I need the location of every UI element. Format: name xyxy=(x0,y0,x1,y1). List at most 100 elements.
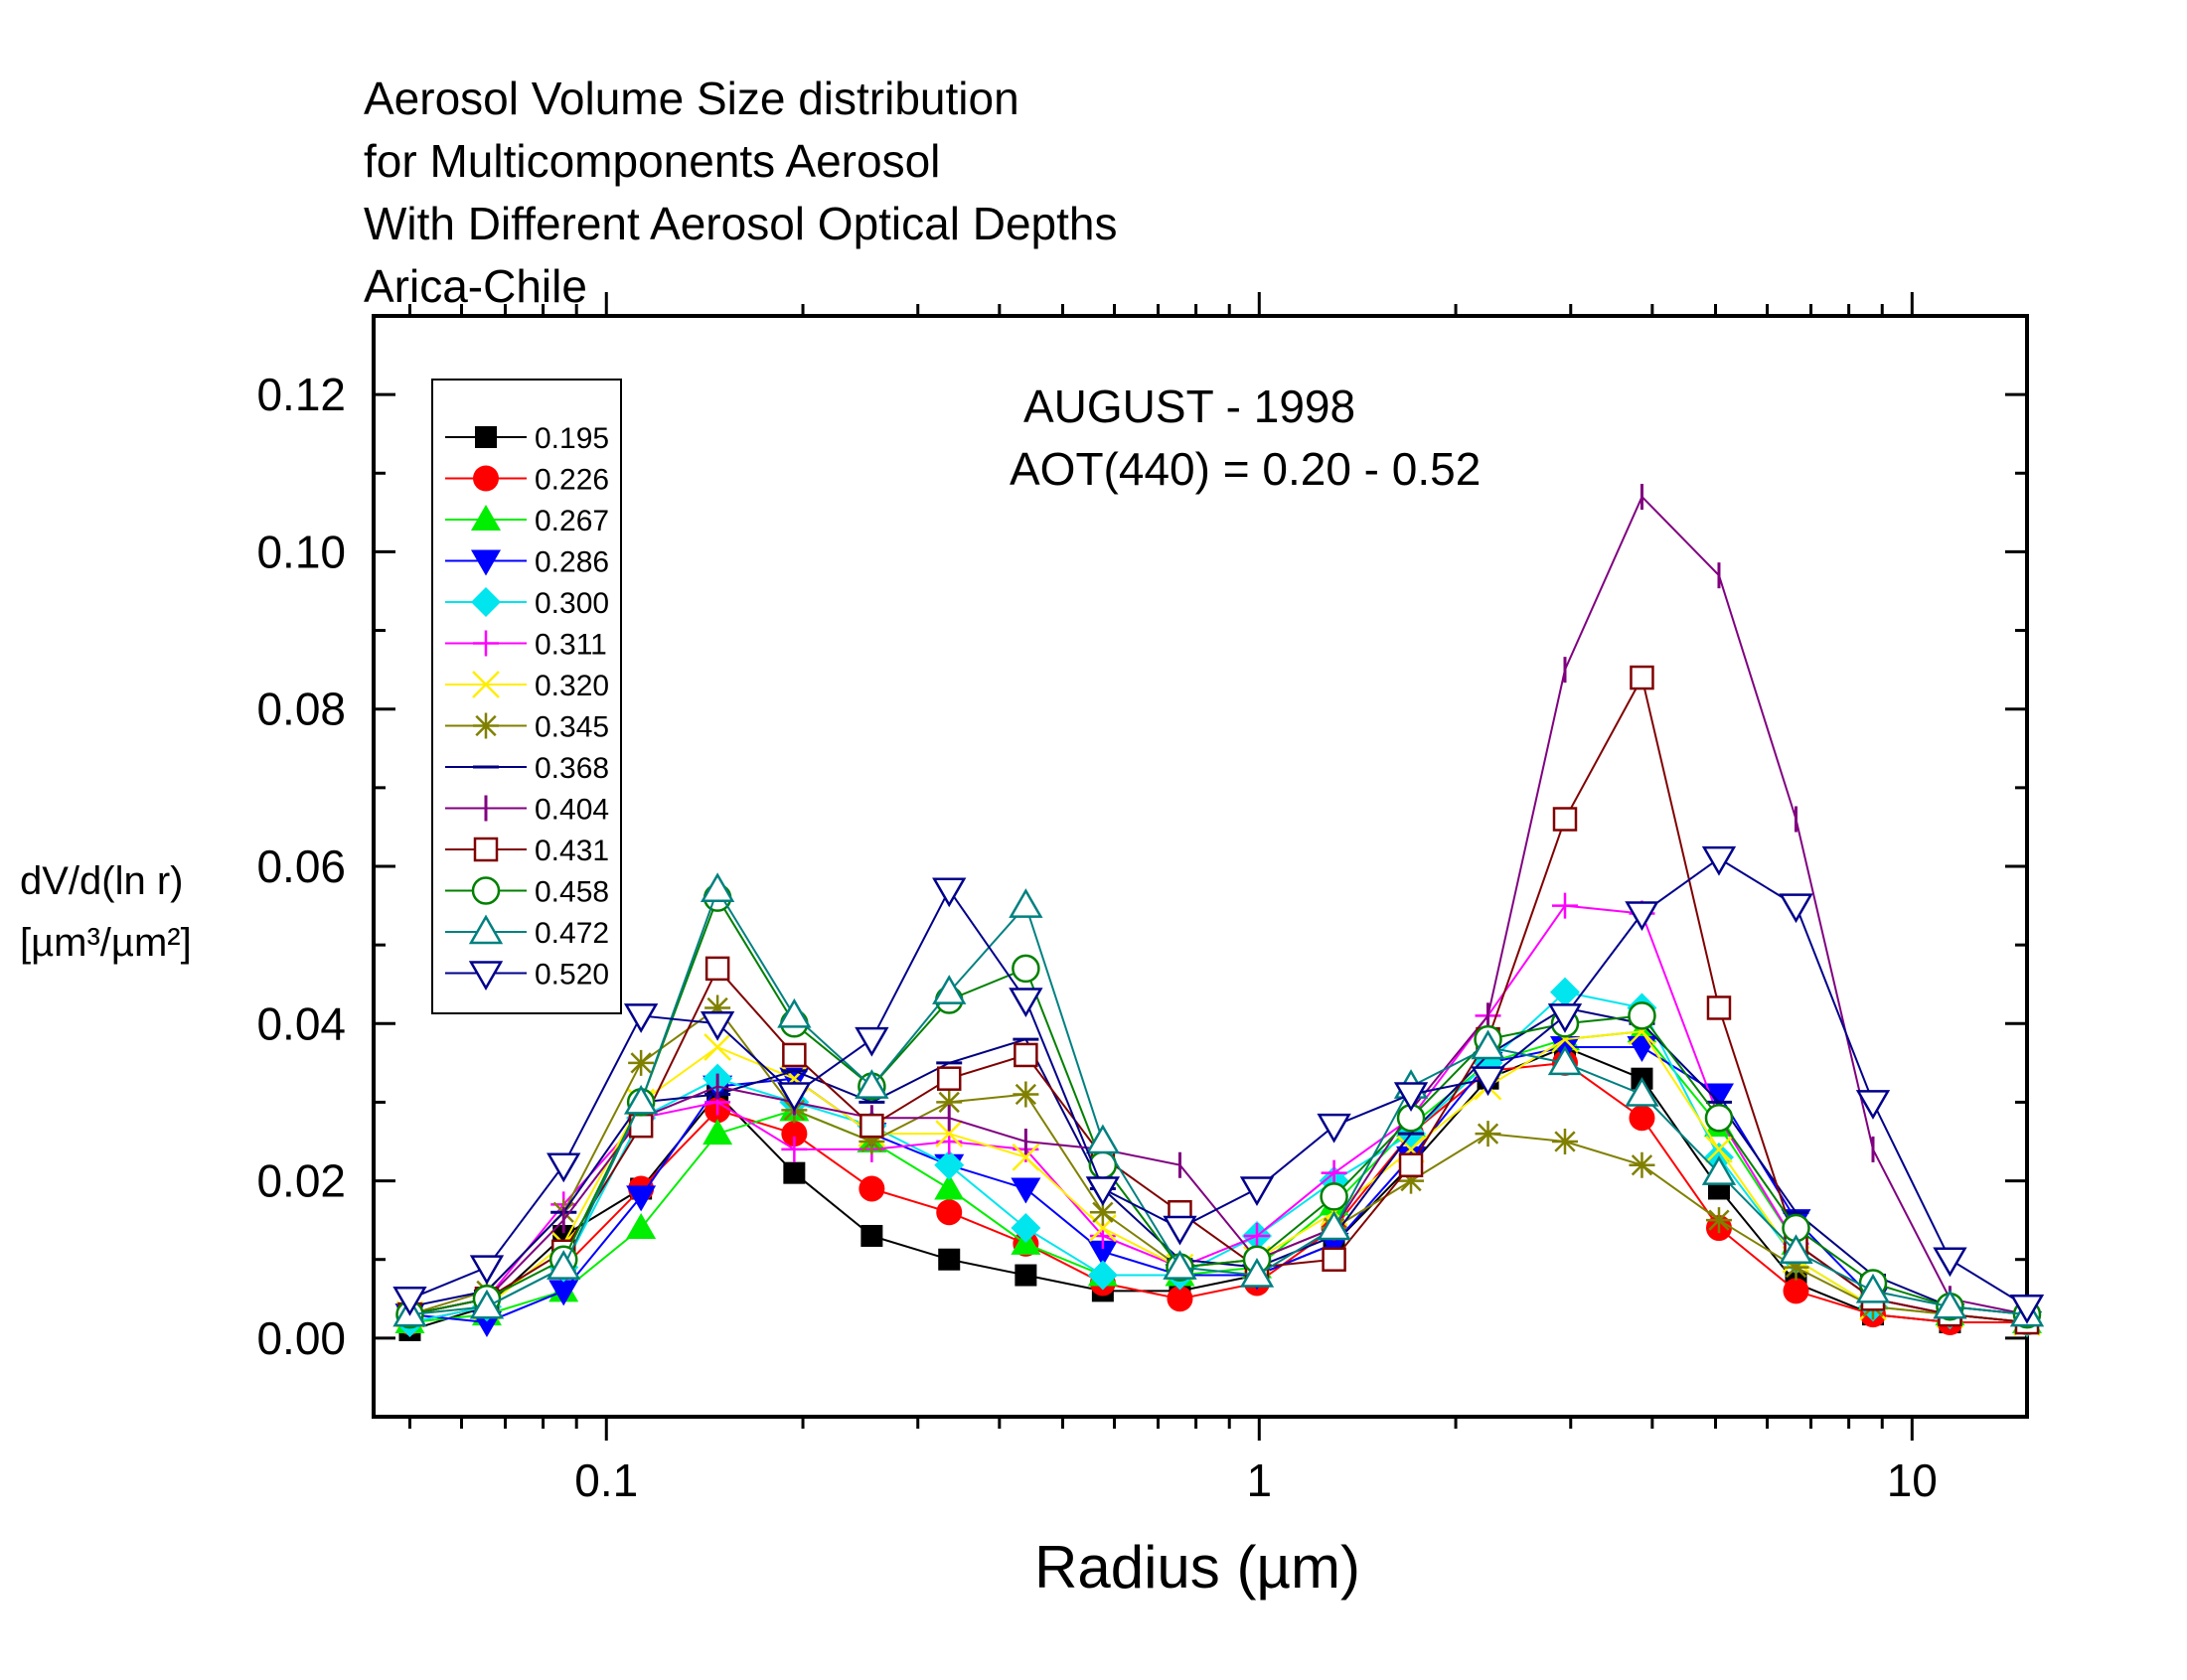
data-point xyxy=(1471,1066,1505,1097)
legend-entry-0.472: 0.472 xyxy=(445,914,609,950)
x-tick-label: 0.1 xyxy=(574,1454,638,1506)
x-axis-label: Radius (µm) xyxy=(1034,1534,1360,1601)
data-point xyxy=(1167,1286,1193,1312)
data-point xyxy=(938,1248,961,1271)
data-point xyxy=(700,872,735,902)
legend-marker xyxy=(468,961,504,992)
axis-ticks xyxy=(374,292,2027,1441)
data-point xyxy=(626,1185,657,1212)
data-point xyxy=(547,1152,581,1183)
data-point xyxy=(548,1280,579,1306)
data-point xyxy=(1398,1167,1425,1194)
y-tick-label: 0.10 xyxy=(256,526,346,577)
legend-marker xyxy=(471,505,501,531)
data-point xyxy=(1012,954,1040,984)
data-point xyxy=(704,956,730,982)
data-point xyxy=(1085,1176,1121,1206)
data-point xyxy=(1547,1003,1583,1033)
y-axis-label-line-1: dV/d(ln r) xyxy=(20,859,184,903)
annotation-month: AUGUST - 1998 xyxy=(1023,381,1355,432)
data-point xyxy=(855,1026,889,1057)
data-point xyxy=(623,1003,659,1033)
y-tick-label: 0.06 xyxy=(256,840,346,892)
legend-entry-0.226: 0.226 xyxy=(445,464,609,497)
data-point xyxy=(936,1199,963,1226)
data-point xyxy=(1779,893,1813,924)
data-point xyxy=(628,1049,655,1076)
data-point xyxy=(777,997,812,1028)
series-line-0.300 xyxy=(409,991,2028,1323)
data-point xyxy=(855,1069,889,1099)
legend-label: 0.472 xyxy=(535,917,609,950)
legend-box xyxy=(431,379,622,1014)
legend-label: 0.368 xyxy=(535,752,609,785)
data-point xyxy=(1703,1083,1734,1110)
data-point xyxy=(1085,1124,1121,1154)
data-point xyxy=(1163,1215,1197,1246)
data-point xyxy=(859,1129,885,1154)
series-0.520 xyxy=(392,845,2045,1324)
legend-entry-0.320: 0.320 xyxy=(445,670,609,702)
data-point xyxy=(1471,1029,1505,1060)
data-point xyxy=(1015,1264,1037,1287)
data-point xyxy=(1239,1258,1275,1288)
series-line-0.458 xyxy=(409,895,2028,1316)
legend-marker xyxy=(473,837,499,862)
data-point xyxy=(1009,888,1043,918)
data-point xyxy=(1087,1260,1118,1291)
data-point xyxy=(934,1149,965,1180)
data-point xyxy=(1625,1077,1659,1107)
data-point xyxy=(781,1121,808,1147)
series-line-0.431 xyxy=(409,675,2028,1323)
legend-label: 0.431 xyxy=(535,835,609,867)
series-layer xyxy=(392,484,2045,1341)
legend-label: 0.311 xyxy=(535,629,607,662)
data-point xyxy=(1629,1151,1655,1178)
data-point xyxy=(1630,665,1654,690)
data-point xyxy=(1701,845,1737,876)
data-point xyxy=(1779,1234,1813,1265)
data-point xyxy=(626,1213,657,1240)
data-point xyxy=(392,1287,427,1316)
data-point xyxy=(1547,1045,1583,1076)
data-point xyxy=(859,1175,885,1202)
data-point xyxy=(547,1250,581,1280)
data-point xyxy=(1013,1081,1039,1108)
legend-marker xyxy=(473,630,499,657)
data-point xyxy=(1475,1121,1501,1147)
y-tick-label: 0.08 xyxy=(256,684,346,735)
data-point xyxy=(1552,807,1578,832)
data-point xyxy=(783,1161,806,1184)
title-line-4: Arica-Chile xyxy=(364,260,587,312)
data-point xyxy=(1087,1240,1118,1267)
data-point xyxy=(932,877,967,908)
data-point xyxy=(1705,1136,1733,1163)
data-point xyxy=(1701,1155,1737,1185)
chart-title: Aerosol Volume Size distribution for Mul… xyxy=(364,73,1117,312)
title-line-2: for Multicomponents Aerosol xyxy=(364,135,940,187)
data-point xyxy=(469,1255,505,1286)
data-point xyxy=(777,1082,812,1113)
legend-marker xyxy=(473,712,499,739)
data-point xyxy=(1783,1254,1809,1281)
y-tick-label: 0.12 xyxy=(256,369,346,420)
legend-label: 0.267 xyxy=(535,505,609,537)
legend-label: 0.520 xyxy=(535,959,609,992)
series-line-0.472 xyxy=(409,887,2028,1316)
series-line-0.311 xyxy=(409,904,2028,1323)
data-point xyxy=(1398,1152,1424,1177)
series-0.472 xyxy=(392,872,2045,1327)
data-point xyxy=(936,1066,962,1091)
data-point xyxy=(1629,1105,1655,1132)
legend-entry-0.368: 0.368 xyxy=(445,752,609,785)
data-point xyxy=(1322,1247,1346,1272)
legend-entry-0.311: 0.311 xyxy=(445,629,607,662)
data-point xyxy=(1783,1278,1809,1304)
legend-marker xyxy=(473,465,499,492)
legend-label: 0.404 xyxy=(535,794,609,827)
legend-label: 0.458 xyxy=(535,876,609,909)
legend-entry-0.300: 0.300 xyxy=(445,587,609,620)
legend-entry-0.267: 0.267 xyxy=(445,505,609,537)
legend-label: 0.226 xyxy=(535,464,609,497)
